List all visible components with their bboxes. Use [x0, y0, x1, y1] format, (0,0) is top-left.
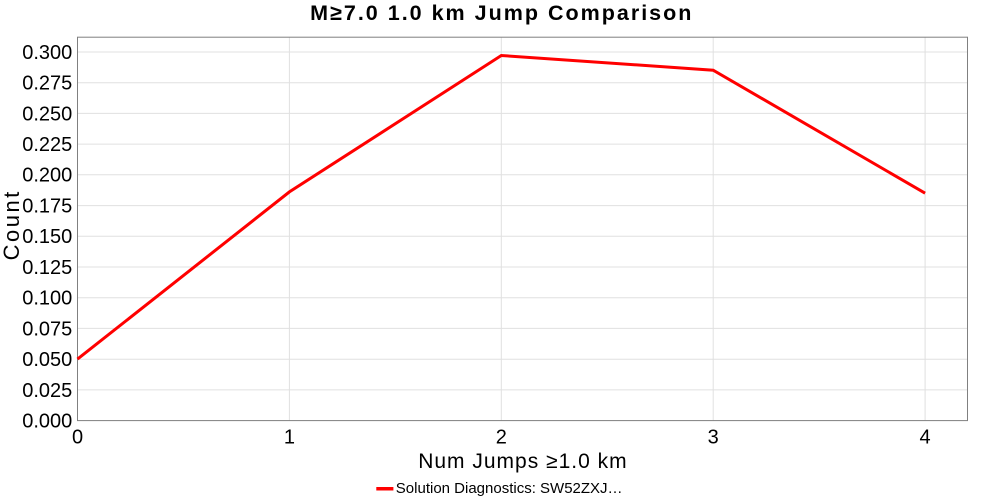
- svg-text:0.050: 0.050: [22, 349, 72, 371]
- svg-text:0: 0: [72, 426, 83, 448]
- svg-text:0.075: 0.075: [22, 318, 72, 340]
- svg-text:1: 1: [284, 426, 295, 448]
- svg-text:3: 3: [708, 426, 719, 448]
- svg-text:0.300: 0.300: [22, 42, 72, 64]
- svg-text:Count: Count: [0, 189, 24, 260]
- svg-text:M≥7.0 1.0 km Jump Comparison: M≥7.0 1.0 km Jump Comparison: [310, 1, 693, 25]
- svg-text:0.000: 0.000: [22, 411, 72, 433]
- svg-text:0.025: 0.025: [22, 380, 72, 402]
- svg-text:2: 2: [496, 426, 507, 448]
- svg-text:0.200: 0.200: [22, 165, 72, 187]
- svg-text:0.100: 0.100: [22, 288, 72, 310]
- svg-text:0.175: 0.175: [22, 196, 72, 218]
- svg-text:0.225: 0.225: [22, 134, 72, 156]
- svg-text:0.275: 0.275: [22, 73, 72, 95]
- svg-text:0.125: 0.125: [22, 257, 72, 279]
- svg-text:0.150: 0.150: [22, 226, 72, 248]
- svg-text:0.250: 0.250: [22, 103, 72, 125]
- svg-text:4: 4: [920, 426, 931, 448]
- svg-text:Num Jumps ≥1.0 km: Num Jumps ≥1.0 km: [418, 450, 627, 473]
- svg-text:Solution Diagnostics: SW52ZXJ…: Solution Diagnostics: SW52ZXJ…: [396, 480, 623, 497]
